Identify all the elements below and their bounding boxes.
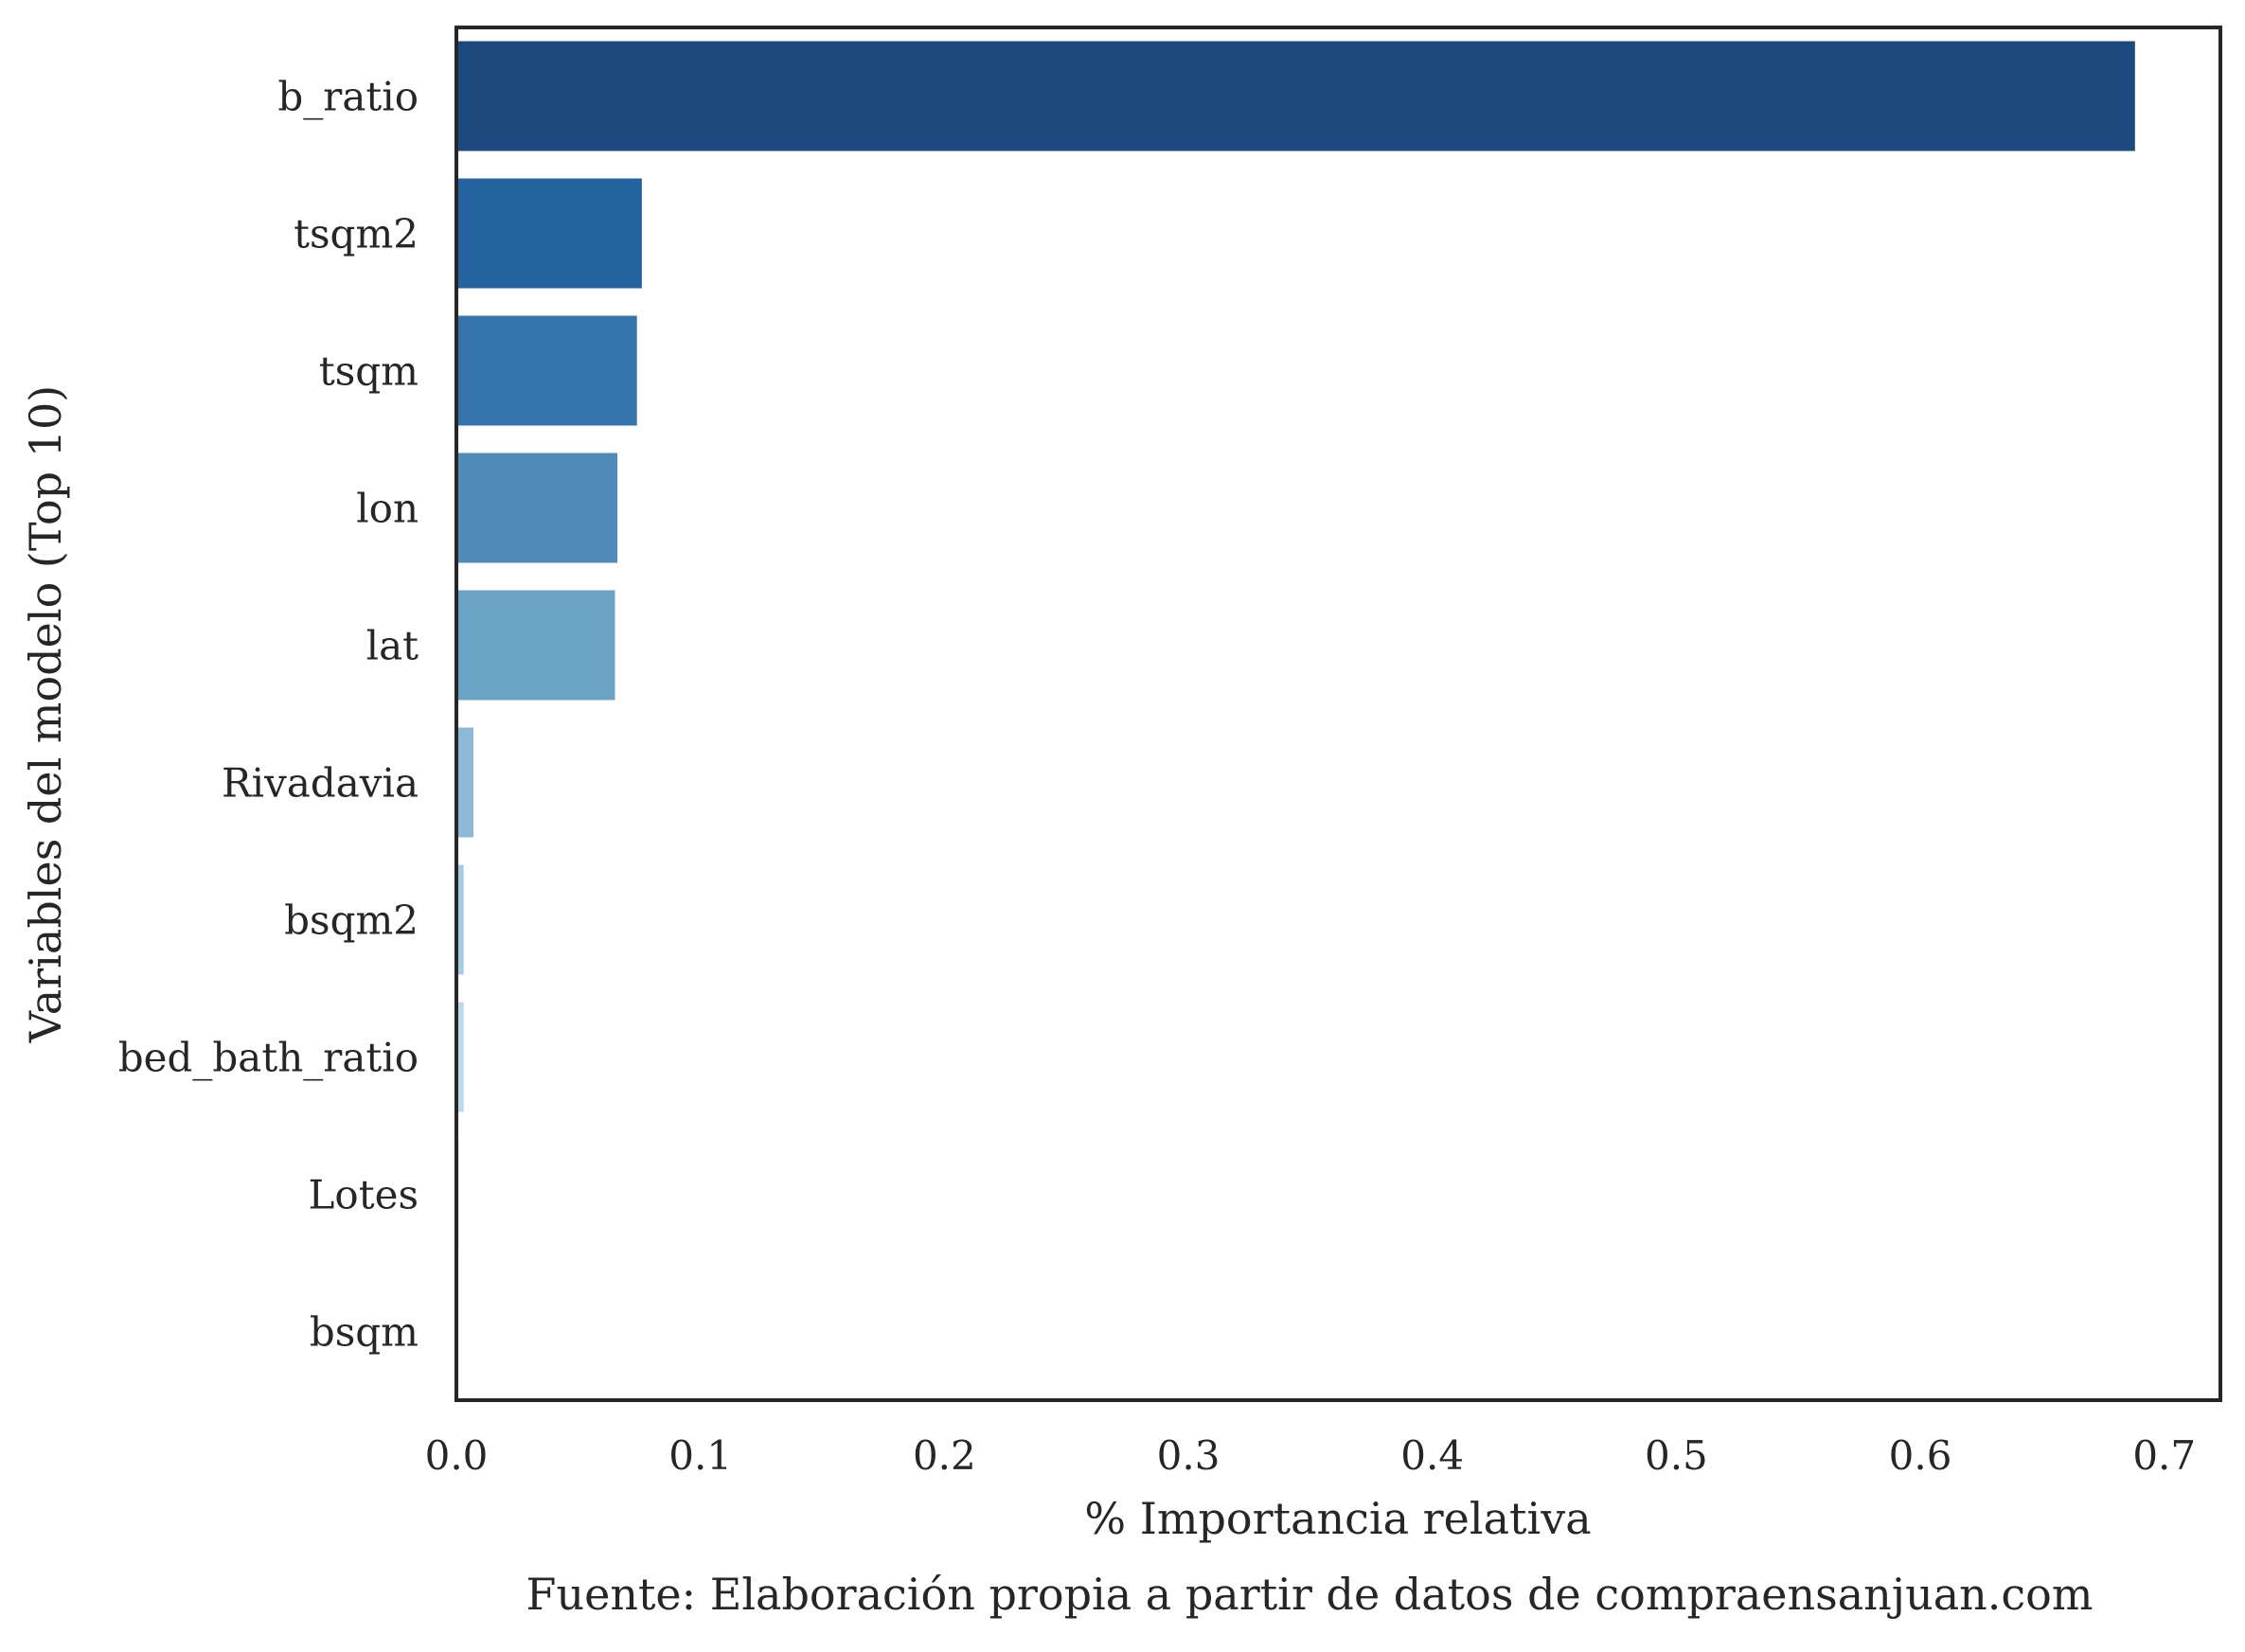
x-tick-label: 0.4: [1400, 1432, 1464, 1479]
x-tick-label: 0.6: [1889, 1432, 1952, 1479]
y-tick-label: lat: [366, 623, 419, 669]
y-axis-label: Variables del modelo (Top 10): [20, 385, 71, 1043]
y-tick-label: Rivadavia: [222, 760, 419, 807]
bar-tsqm: [456, 315, 637, 426]
y-tick-label: bed_bath_ratio: [118, 1035, 419, 1081]
x-tick-label: 0.1: [668, 1432, 732, 1479]
plot-frame: [454, 26, 2222, 1402]
bar-b_ratio: [456, 41, 2135, 151]
x-tick-label: 0.2: [913, 1432, 976, 1479]
bar-bed_bath_ratio: [456, 1002, 464, 1112]
bar-lat: [456, 590, 615, 701]
bar-lon: [456, 453, 618, 563]
bar-bsqm2: [456, 864, 464, 975]
y-tick-label: Lotes: [309, 1172, 419, 1218]
x-axis-label: % Importancia relativa: [1084, 1493, 1591, 1544]
y-tick-label: bsqm2: [284, 897, 419, 944]
y-tick-label: tsqm: [319, 348, 419, 395]
x-tick-label: 0.5: [1645, 1432, 1708, 1479]
x-tick-label: 0.0: [425, 1432, 489, 1479]
bar-tsqm2: [456, 178, 642, 289]
x-tick-label: 0.7: [2132, 1432, 2196, 1479]
bar-Rivadavia: [456, 727, 474, 838]
x-tick-label: 0.3: [1157, 1432, 1220, 1479]
y-tick-label: tsqm2: [294, 211, 419, 258]
source-caption: Fuente: Elaboración propia a partir de d…: [526, 1569, 2094, 1620]
y-tick-label: bsqm: [310, 1309, 419, 1356]
y-tick-label: lon: [356, 486, 419, 532]
y-tick-label: b_ratio: [277, 74, 419, 120]
